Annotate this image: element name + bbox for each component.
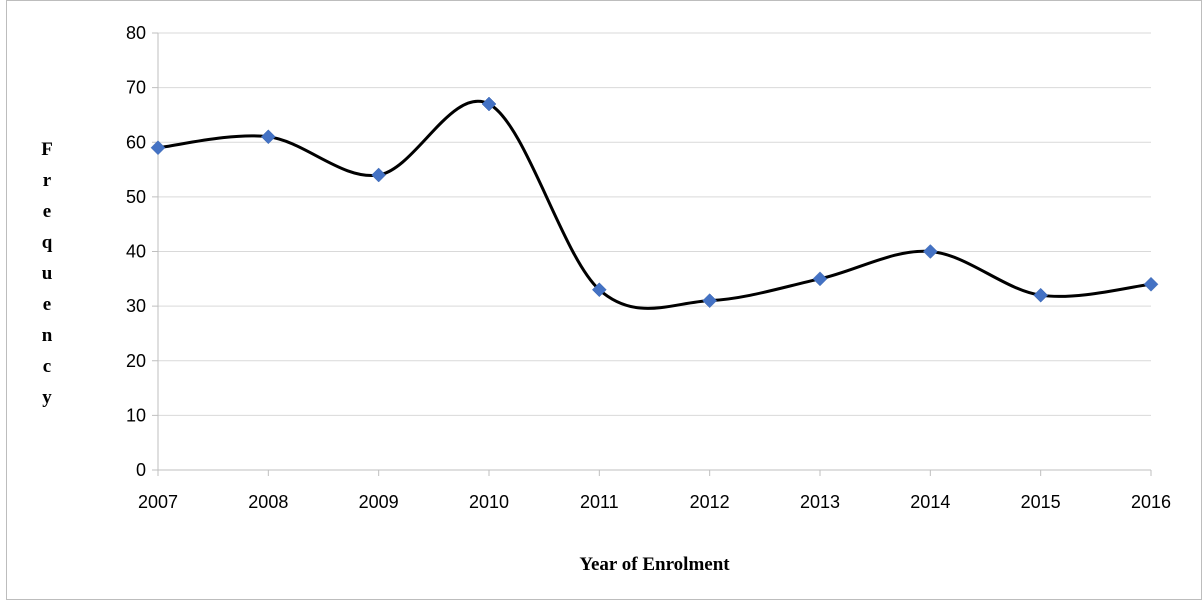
y-tick-label: 0 — [136, 460, 146, 480]
data-point-2008 — [261, 130, 275, 144]
y-tick-label: 70 — [126, 78, 146, 98]
y-axis-title-letter: q — [42, 232, 53, 253]
axes — [152, 33, 1151, 476]
x-tick-label: 2012 — [690, 492, 730, 512]
y-tick-label: 20 — [126, 351, 146, 371]
y-tick-label: 80 — [126, 23, 146, 43]
series-layer — [151, 97, 1158, 308]
y-axis-title-letter: u — [42, 263, 53, 284]
data-point-2012 — [703, 294, 717, 308]
series-line-0 — [158, 101, 1151, 308]
y-axis-title-letter: y — [42, 387, 52, 408]
y-tick-label: 50 — [126, 187, 146, 207]
x-axis-title: Year of Enrolment — [579, 554, 730, 575]
y-axis-title-letter: r — [43, 170, 52, 191]
y-axis-title-letter: e — [43, 201, 51, 222]
x-tick-label: 2011 — [580, 492, 619, 512]
data-point-2015 — [1034, 288, 1048, 302]
y-tick-label: 60 — [126, 132, 146, 152]
x-tick-label: 2013 — [800, 492, 840, 512]
x-tick-label: 2009 — [359, 492, 399, 512]
y-tick-label: 30 — [126, 296, 146, 316]
x-tick-label: 2016 — [1131, 492, 1171, 512]
x-tick-label: 2007 — [138, 492, 178, 512]
y-tick-label: 40 — [126, 242, 146, 262]
y-tick-label: 10 — [126, 405, 146, 425]
data-point-2013 — [813, 272, 827, 286]
x-tick-label: 2010 — [469, 492, 509, 512]
data-point-2009 — [372, 168, 386, 182]
y-axis-title-letter: n — [42, 325, 53, 346]
data-point-2014 — [923, 245, 937, 259]
tick-labels: 0 10 20 30 40 50 60 70 80 2007 2008 2009 2010 2011 201… — [126, 23, 1171, 512]
y-axis-title-letter: F — [41, 139, 53, 160]
y-axis-title-letter: c — [43, 356, 51, 377]
x-tick-label: 2014 — [910, 492, 950, 512]
x-tick-label: 2015 — [1021, 492, 1061, 512]
data-point-2016 — [1144, 277, 1158, 291]
gridlines — [158, 33, 1151, 415]
x-tick-label: 2008 — [248, 492, 288, 512]
data-point-2007 — [151, 141, 165, 155]
y-axis-title-letter: e — [43, 294, 51, 315]
